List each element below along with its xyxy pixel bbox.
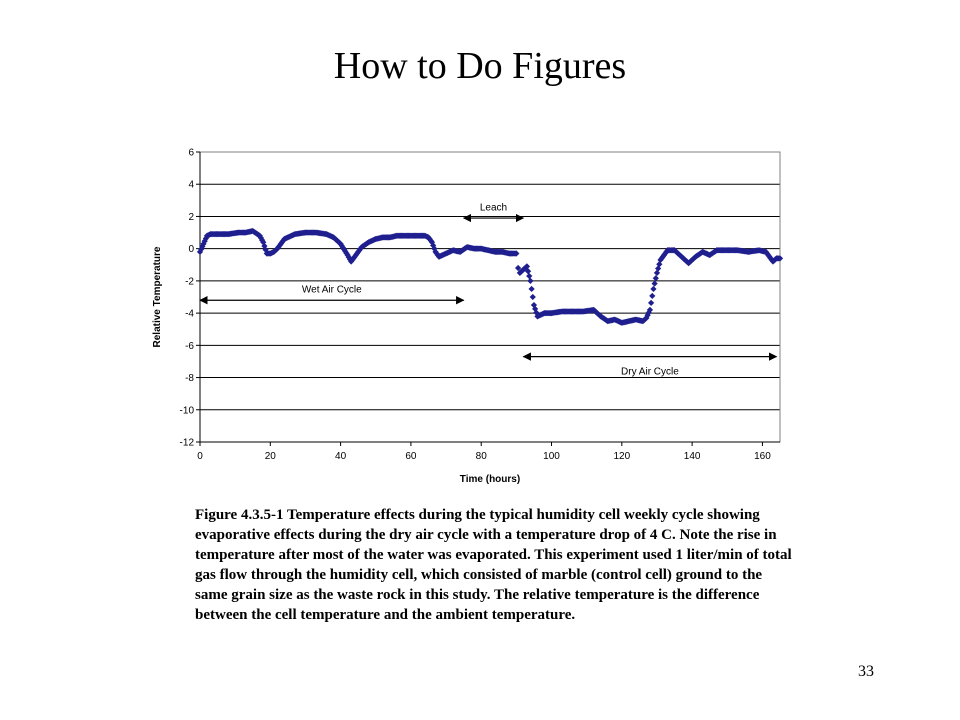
x-tick-label: 0 xyxy=(197,451,203,462)
data-point xyxy=(647,299,655,307)
wet-air-cycle-label: Wet Air Cycle xyxy=(302,284,362,295)
y-tick-label: 4 xyxy=(188,180,194,191)
y-axis-title: Relative Temperature xyxy=(152,246,163,347)
x-tick-label: 40 xyxy=(335,451,347,462)
data-point xyxy=(655,265,662,272)
y-tick-label: -4 xyxy=(185,309,194,320)
x-tick-label: 160 xyxy=(754,451,771,462)
x-tick-label: 100 xyxy=(543,451,560,462)
annotations: Leach Wet Air Cycle Dry Air Cycle xyxy=(199,202,778,378)
x-tick-label: 140 xyxy=(684,451,701,462)
x-tick-label: 80 xyxy=(476,451,488,462)
data-point xyxy=(649,292,656,300)
x-tick-label: 60 xyxy=(405,451,417,462)
x-axis-title: Time (hours) xyxy=(460,474,520,485)
data-series xyxy=(196,227,784,326)
data-point xyxy=(527,277,534,285)
y-tick-label: -8 xyxy=(185,373,194,384)
y-tick-label: -10 xyxy=(180,405,195,416)
y-tick-label: 2 xyxy=(188,212,194,223)
y-tick-label: -2 xyxy=(185,276,194,287)
dry-air-cycle-label: Dry Air Cycle xyxy=(621,367,679,378)
y-tick-label: 6 xyxy=(188,148,194,159)
data-point xyxy=(529,293,536,301)
x-tick-label: 20 xyxy=(265,451,277,462)
data-point xyxy=(652,275,659,282)
y-tick-label: -6 xyxy=(185,341,194,352)
data-point xyxy=(526,272,533,280)
axes xyxy=(196,151,780,446)
figure-caption: Figure 4.3.5-1 Temperature effects durin… xyxy=(195,507,792,623)
plot-area xyxy=(199,151,781,443)
y-tick-label: 0 xyxy=(188,244,194,255)
y-tick-label: -12 xyxy=(180,438,195,449)
page-number: 33 xyxy=(858,663,874,680)
data-point xyxy=(650,285,657,293)
leach-label: Leach xyxy=(480,202,507,213)
x-tick-label: 120 xyxy=(613,451,630,462)
slide-title: How to Do Figures xyxy=(333,45,627,87)
data-point xyxy=(656,261,663,268)
data-point xyxy=(653,269,661,276)
data-point xyxy=(528,285,535,293)
data-point xyxy=(651,280,658,287)
